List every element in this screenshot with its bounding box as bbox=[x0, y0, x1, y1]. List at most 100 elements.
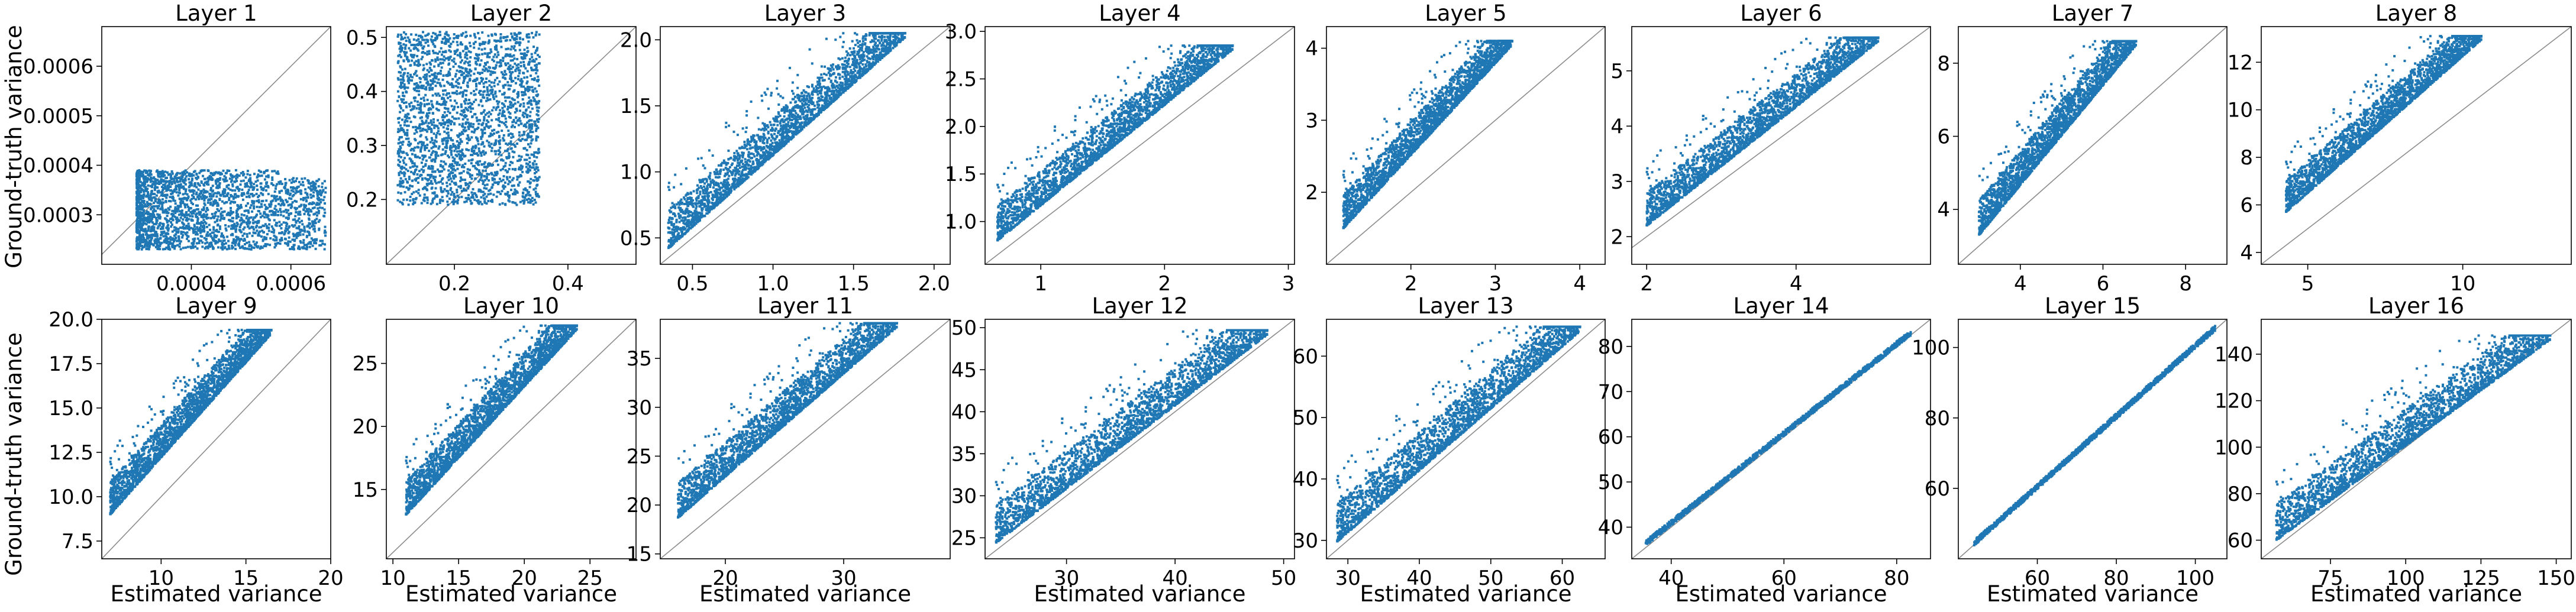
data-point bbox=[417, 59, 420, 61]
data-point bbox=[446, 132, 448, 135]
data-point bbox=[256, 229, 259, 232]
data-point bbox=[274, 205, 277, 208]
data-point bbox=[399, 105, 402, 108]
data-point bbox=[506, 47, 509, 50]
data-point bbox=[398, 95, 401, 98]
data-point bbox=[518, 32, 521, 35]
data-point bbox=[479, 160, 482, 163]
data-point bbox=[417, 61, 420, 64]
data-point bbox=[153, 208, 156, 211]
data-point bbox=[499, 146, 502, 149]
data-point bbox=[144, 189, 147, 192]
data-point bbox=[506, 193, 509, 196]
data-point bbox=[161, 201, 164, 204]
data-point bbox=[424, 128, 427, 131]
data-point bbox=[290, 181, 293, 184]
data-point bbox=[406, 132, 409, 134]
data-point bbox=[196, 237, 199, 240]
data-point bbox=[465, 121, 468, 124]
data-point bbox=[289, 248, 292, 251]
data-point bbox=[463, 80, 466, 83]
data-point bbox=[273, 229, 276, 232]
data-point bbox=[531, 162, 534, 165]
data-point bbox=[147, 248, 150, 251]
data-point bbox=[434, 170, 437, 173]
data-point bbox=[505, 48, 508, 51]
data-point bbox=[160, 234, 162, 237]
scatter-points bbox=[135, 169, 327, 251]
data-point bbox=[464, 31, 467, 34]
data-point bbox=[422, 69, 425, 72]
data-point bbox=[279, 180, 282, 183]
data-point bbox=[240, 231, 243, 234]
data-point bbox=[409, 149, 412, 152]
data-point bbox=[481, 135, 484, 138]
data-point bbox=[473, 113, 476, 116]
data-point bbox=[409, 73, 412, 76]
data-point bbox=[509, 64, 512, 67]
data-point bbox=[421, 158, 424, 161]
data-point bbox=[454, 200, 457, 203]
data-point bbox=[307, 242, 310, 245]
data-point bbox=[461, 157, 464, 160]
data-point bbox=[260, 188, 263, 191]
data-point bbox=[443, 99, 446, 102]
data-point bbox=[257, 221, 260, 224]
data-point bbox=[517, 101, 519, 103]
data-point bbox=[532, 155, 535, 158]
data-point bbox=[275, 184, 277, 187]
data-point bbox=[520, 77, 523, 80]
data-point bbox=[164, 232, 167, 235]
data-point bbox=[521, 195, 524, 198]
data-point bbox=[447, 118, 450, 121]
data-point bbox=[480, 48, 483, 51]
data-point bbox=[457, 144, 460, 147]
data-point bbox=[154, 184, 157, 187]
data-point bbox=[535, 166, 538, 169]
data-point bbox=[251, 218, 254, 221]
data-point bbox=[524, 147, 527, 150]
data-point bbox=[431, 182, 434, 185]
data-point bbox=[496, 40, 499, 43]
data-point bbox=[502, 109, 505, 112]
data-point bbox=[519, 79, 522, 82]
data-point bbox=[171, 209, 174, 212]
data-point bbox=[267, 229, 270, 232]
data-point bbox=[471, 194, 474, 196]
data-point bbox=[304, 188, 307, 191]
data-point bbox=[521, 90, 523, 93]
data-point bbox=[520, 85, 523, 88]
data-point bbox=[483, 161, 486, 164]
data-point bbox=[430, 137, 433, 140]
data-point bbox=[155, 217, 158, 220]
data-point bbox=[464, 76, 467, 79]
data-point bbox=[717, 164, 720, 167]
data-point bbox=[260, 192, 263, 195]
data-point bbox=[147, 218, 150, 221]
data-point bbox=[517, 66, 520, 69]
x-tick-label: 0.2 bbox=[438, 272, 470, 296]
data-point bbox=[423, 99, 425, 102]
data-point bbox=[486, 140, 489, 143]
data-point bbox=[170, 170, 173, 173]
data-point bbox=[179, 210, 181, 213]
data-point bbox=[531, 200, 534, 202]
data-point bbox=[443, 55, 446, 58]
data-point bbox=[446, 80, 448, 83]
data-point bbox=[445, 137, 448, 140]
data-point bbox=[173, 246, 176, 248]
data-point bbox=[534, 172, 536, 174]
data-point bbox=[154, 209, 157, 212]
data-point bbox=[219, 212, 222, 215]
data-point bbox=[402, 161, 405, 164]
data-point bbox=[399, 128, 402, 131]
data-point bbox=[431, 103, 434, 106]
data-point bbox=[408, 176, 411, 179]
data-point bbox=[285, 189, 288, 192]
data-point bbox=[527, 132, 530, 135]
data-point bbox=[531, 60, 534, 63]
data-point bbox=[493, 144, 496, 147]
data-point bbox=[146, 245, 149, 248]
data-point bbox=[203, 190, 206, 193]
data-point bbox=[440, 123, 443, 126]
